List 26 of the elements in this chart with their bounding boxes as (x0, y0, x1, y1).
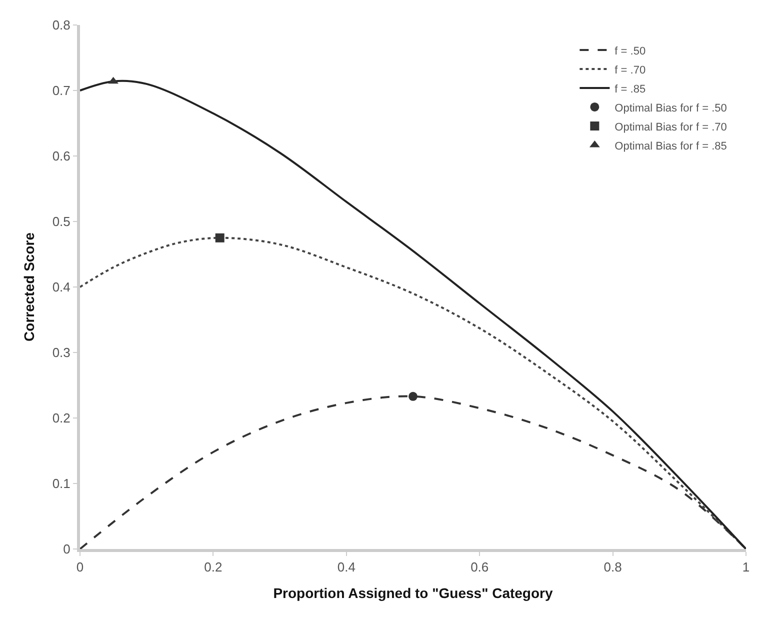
x-axis-title: Proportion Assigned to "Guess" Category (273, 584, 553, 601)
x-tick-label: 0.6 (470, 560, 489, 575)
x-tick-label: 0.8 (604, 560, 622, 575)
point (215, 233, 224, 242)
y-tick-label: 0.7 (52, 83, 70, 98)
x-tick-label: 0 (76, 560, 84, 575)
y-tick-label: 0.2 (52, 410, 70, 426)
legend-label: Optimal Bias for f = .85 (614, 140, 727, 152)
legend-label: Optimal Bias for f = .50 (614, 102, 727, 114)
point (108, 76, 118, 84)
y-axis-title: Corrected Score (20, 232, 37, 342)
legend-label: f = .85 (614, 83, 646, 96)
x-tick-label: 1 (742, 560, 750, 575)
x-tick-label: 0.4 (337, 560, 356, 575)
legend-label: f = .50 (614, 45, 646, 58)
legend-label: f = .70 (614, 64, 646, 76)
legend-label: Optimal Bias for f = .70 (614, 121, 727, 134)
y-tick-label: 0.3 (52, 345, 70, 360)
point (408, 392, 418, 401)
y-tick-label: 0.8 (52, 18, 70, 33)
y-tick-label: 0.6 (52, 148, 70, 164)
y-tick-label: 0.1 (52, 476, 70, 492)
y-tick-label: 0 (63, 542, 70, 557)
y-tick-label: 0.4 (52, 280, 70, 295)
y-tick-label: 0.5 (52, 214, 70, 230)
x-tick-label: 0.2 (204, 560, 222, 575)
